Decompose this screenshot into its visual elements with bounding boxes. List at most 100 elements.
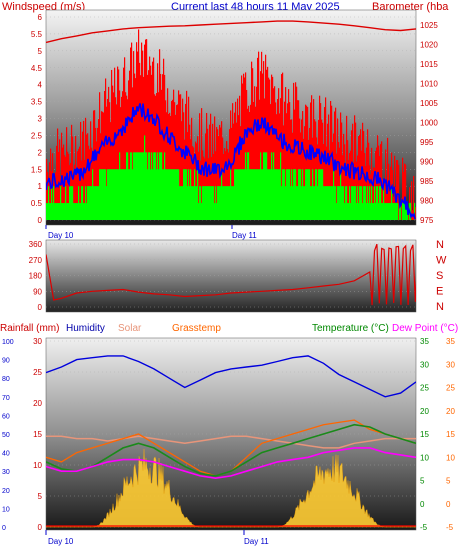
min-wind-bar [197,169,199,220]
tick-label: 1005 [420,99,438,108]
min-wind-bar [143,152,145,220]
min-wind-bar [56,203,58,220]
gust-bar [396,160,398,220]
tick-label: 60 [2,413,10,420]
gust-bar [361,150,363,220]
gust-bar [317,144,319,220]
wind-direction-line [46,243,416,306]
min-wind-bar [319,169,321,220]
gust-bar [108,86,110,220]
gust-bar [177,104,179,220]
min-wind-bar [240,169,242,220]
min-wind-bar [234,169,236,220]
gust-bar [368,142,370,220]
min-wind-bar [261,169,263,220]
min-wind-bar [231,186,233,220]
gust-bar [55,172,57,220]
legend-humidity: Humidity [66,323,105,334]
min-wind-bar [325,186,327,220]
gust-bar [338,142,340,220]
gust-bar [390,166,392,220]
min-wind-bar [128,169,130,220]
tick-label: 5 [38,492,43,501]
tick-label: 1015 [420,60,438,69]
min-wind-bar [193,186,195,220]
min-wind-bar [176,169,178,220]
min-wind-bar [93,186,95,220]
min-wind-bar [50,203,52,220]
gust-bar [156,93,158,220]
gust-bar [118,69,120,221]
min-wind-bar [171,169,173,220]
gust-bar [74,164,76,220]
min-wind-bar [292,186,294,220]
gust-bar [134,73,136,220]
min-wind-bar [144,135,146,220]
dewpoint-line [46,447,416,480]
tick-label: 35 [420,337,429,346]
gust-bar [222,137,224,220]
min-wind-bar [351,186,353,220]
gust-bar [413,175,415,220]
min-wind-bar [254,169,256,220]
min-wind-bar [163,169,165,220]
gust-bar [104,90,106,220]
tick-label: 70 [2,395,10,402]
tick-label: 990 [420,158,434,167]
gust-bar [105,78,107,221]
gust-bar [267,66,269,220]
gust-bar [121,96,123,220]
min-wind-bar [209,186,211,220]
min-wind-bar [343,186,345,220]
min-wind-bar [246,169,248,220]
gust-bar [276,114,278,220]
min-wind-bar [98,186,100,220]
gust-bar [327,123,329,220]
gust-bar [255,106,257,220]
gust-bar [165,100,167,220]
min-wind-bar [243,169,245,220]
gust-bar [153,57,155,220]
tick-label: 90 [33,287,42,296]
min-wind-bar [164,152,166,220]
min-wind-bar [287,169,289,220]
gust-bar [330,100,332,220]
tick-label: 2.5 [31,131,43,140]
min-wind-bar [221,169,223,220]
min-wind-bar [190,169,192,220]
gust-bar [188,96,190,220]
min-wind-bar [121,169,123,220]
min-wind-bar [110,169,112,220]
min-wind-bar [385,203,387,220]
gust-bar [150,65,152,221]
legend-rainfall: Rainfall (mm) [0,323,59,334]
gust-bar [384,178,386,220]
min-wind-bar [366,203,368,220]
min-wind-bar [166,169,168,220]
min-wind-bar [249,169,251,220]
min-wind-bar [57,203,59,220]
min-wind-bar [371,186,373,220]
min-wind-bar [156,169,158,220]
tick-label: 30 [420,360,429,369]
min-wind-bar [147,169,149,220]
min-wind-bar [62,203,64,220]
tick-label: 1025 [420,21,438,30]
tick-label: 0 [38,216,43,225]
gust-bar [179,94,181,220]
direction-gridlines [46,243,416,308]
min-wind-bar [339,186,341,220]
min-wind-bar [280,152,282,220]
min-wind-bar [269,169,271,220]
gust-bar [79,146,81,220]
tick-label: 3 [38,115,43,124]
gust-bar [245,72,247,220]
min-wind-bar [294,169,296,220]
compass-label: N [436,239,444,251]
gust-bar [340,112,342,220]
tick-label: 50 [2,432,10,439]
gust-bar [411,181,413,220]
gust-bar [304,126,306,220]
min-wind-bar [247,152,249,220]
min-wind-bar [393,203,395,220]
